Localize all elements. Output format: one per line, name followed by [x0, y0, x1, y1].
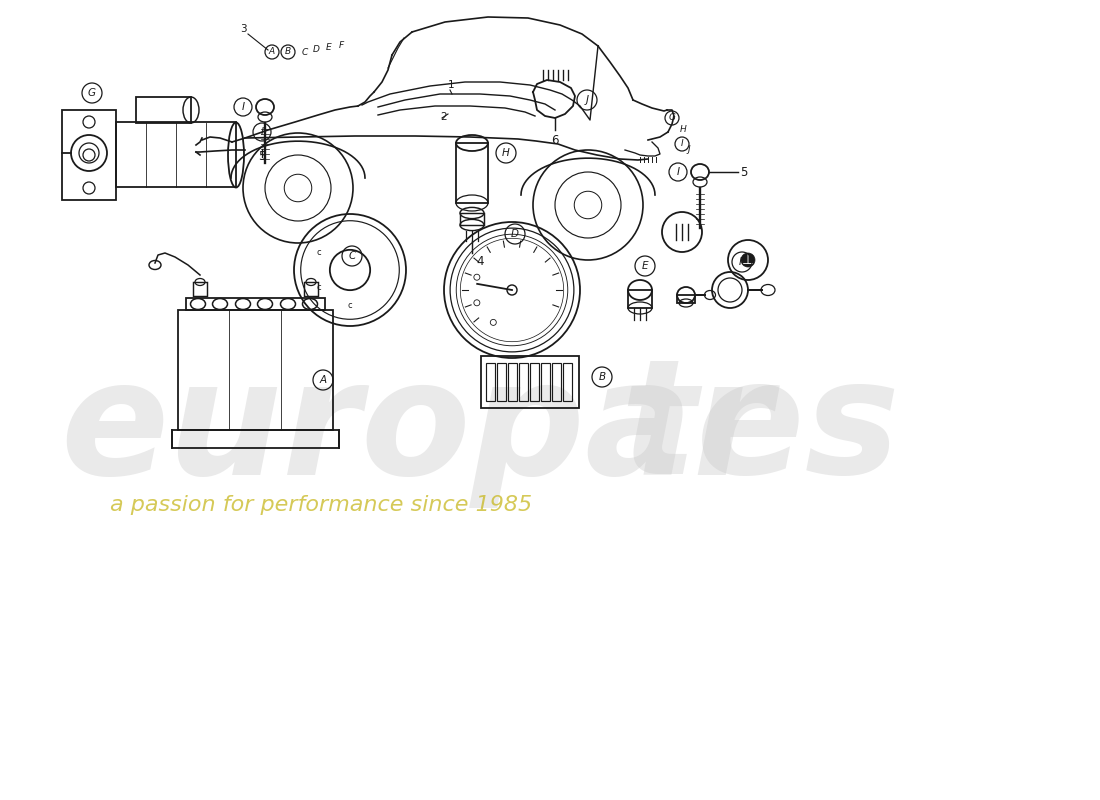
Bar	[497, 363, 506, 401]
Text: I: I	[676, 167, 680, 177]
Text: ⊥: ⊥	[741, 253, 755, 267]
Bar	[481, 356, 579, 408]
Text: C: C	[349, 251, 355, 261]
Text: F: F	[339, 41, 344, 50]
Bar	[192, 282, 207, 296]
Text: E: E	[326, 43, 332, 52]
Bar	[172, 430, 339, 448]
Bar	[530, 363, 539, 401]
Bar	[304, 282, 318, 296]
Text: 3: 3	[240, 24, 246, 34]
Text: europar: europar	[60, 353, 771, 507]
Bar	[178, 310, 333, 430]
Text: I: I	[261, 127, 264, 137]
Bar	[628, 290, 652, 308]
Bar	[519, 363, 528, 401]
Text: A: A	[319, 375, 327, 385]
Text: 2: 2	[440, 112, 447, 122]
Text: A: A	[268, 47, 275, 57]
Text: J: J	[688, 145, 690, 154]
Bar	[563, 363, 572, 401]
Bar	[460, 213, 484, 225]
Text: F: F	[739, 257, 745, 267]
Text: J: J	[585, 95, 588, 105]
Bar	[552, 363, 561, 401]
Text: c: c	[317, 283, 321, 293]
Text: D: D	[314, 45, 320, 54]
Text: I: I	[681, 139, 683, 149]
Text: E: E	[641, 261, 648, 271]
Text: C: C	[302, 48, 308, 57]
Bar	[456, 143, 488, 203]
Bar	[486, 363, 495, 401]
Text: 5: 5	[258, 150, 266, 163]
Text: H: H	[502, 148, 510, 158]
Text: B: B	[598, 372, 606, 382]
Text: tes: tes	[620, 353, 900, 507]
Text: 4: 4	[476, 255, 484, 268]
Text: c: c	[317, 247, 321, 257]
Text: a passion for performance since 1985: a passion for performance since 1985	[110, 495, 532, 515]
Text: B: B	[285, 47, 292, 57]
Text: G: G	[669, 114, 675, 122]
Bar	[676, 295, 695, 303]
Text: 1: 1	[448, 80, 454, 90]
Bar	[186, 298, 324, 310]
Text: 6: 6	[551, 134, 559, 147]
Text: I: I	[242, 102, 244, 112]
Bar	[136, 97, 191, 123]
Bar	[116, 122, 236, 187]
Text: H: H	[680, 125, 686, 134]
Text: 5: 5	[740, 166, 747, 178]
Text: G: G	[88, 88, 96, 98]
Circle shape	[741, 253, 755, 267]
Bar	[541, 363, 550, 401]
Text: c: c	[348, 302, 352, 310]
Bar	[508, 363, 517, 401]
Text: D: D	[512, 229, 519, 239]
Bar	[62, 110, 116, 200]
